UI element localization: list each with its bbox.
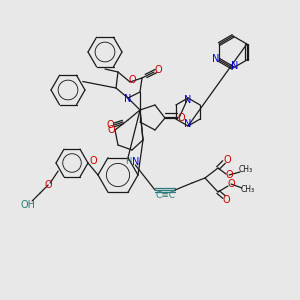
Text: O: O <box>223 155 231 165</box>
Text: O: O <box>222 195 230 205</box>
Text: C≡C: C≡C <box>155 190 175 200</box>
Text: OH: OH <box>21 200 36 210</box>
Text: O: O <box>225 170 233 180</box>
Text: O: O <box>106 120 114 130</box>
Text: O: O <box>154 65 162 75</box>
Text: N: N <box>184 119 192 129</box>
Text: O: O <box>177 113 185 123</box>
Text: O: O <box>227 179 235 189</box>
Text: N: N <box>212 54 220 64</box>
Text: O: O <box>89 156 97 166</box>
Text: CH₃: CH₃ <box>239 166 253 175</box>
Text: O: O <box>128 75 136 85</box>
Text: N: N <box>132 157 139 167</box>
Text: CH₃: CH₃ <box>241 185 255 194</box>
Text: O: O <box>44 180 52 190</box>
Text: O: O <box>107 125 115 135</box>
Text: H: H <box>125 158 131 166</box>
Text: N: N <box>184 95 192 105</box>
Text: N: N <box>124 94 132 104</box>
Text: N: N <box>231 61 239 71</box>
